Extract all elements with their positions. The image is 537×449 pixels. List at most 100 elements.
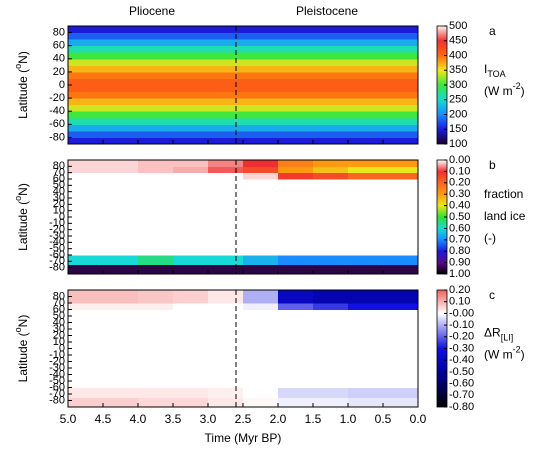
x-tick-label: 1.5 [305, 412, 322, 426]
heatmap-cell [173, 296, 209, 304]
heatmap-cell [208, 309, 244, 388]
heatmap-cell [138, 172, 174, 180]
x-tick-label: 2.0 [270, 412, 287, 426]
y-axis-label: Latitude (oN) [13, 315, 30, 383]
colorbar-label-part: I [484, 62, 487, 76]
heatmap-cell [348, 160, 384, 167]
colorbar-label-part: (W m [484, 84, 513, 98]
heatmap-cell [68, 255, 104, 265]
heatmap-cell [68, 52, 419, 60]
y-tick-label: 10 [53, 336, 65, 348]
heatmap-cell [173, 255, 209, 265]
colorbar-tick-label: 150 [449, 123, 467, 135]
heatmap-cell [173, 179, 209, 256]
heatmap-cell [138, 296, 174, 304]
colorbar-label: (W m-2) [484, 345, 525, 362]
heatmap-cell [243, 160, 279, 167]
heatmap-cell [173, 166, 209, 174]
heatmap-cell [243, 387, 279, 398]
y-tick-label: -40 [49, 368, 65, 380]
era-label: Pleistocene [296, 4, 358, 18]
colorbar-tick-label: 0.60 [449, 222, 470, 234]
x-tick-label: 3.5 [165, 412, 182, 426]
heatmap-cell [348, 255, 384, 265]
era-label: Pliocene [129, 4, 175, 18]
heatmap-cell [173, 172, 209, 180]
y-tick-label: -70 [49, 388, 65, 400]
colorbar-tick-label: -0.30 [449, 342, 474, 354]
heatmap-cell [68, 387, 104, 398]
y-tick-label: -10 [49, 349, 65, 361]
y-tick-label: -50 [49, 243, 65, 255]
x-tick-label: 4.0 [130, 412, 147, 426]
heatmap-cell [348, 179, 384, 256]
heatmap-cell [208, 303, 244, 310]
x-tick-label: 5.0 [60, 412, 77, 426]
heatmap-cell [103, 303, 139, 310]
heatmap-cell [313, 303, 349, 310]
heatmap-cell [68, 32, 419, 40]
heatmap-cell [68, 45, 419, 53]
colorbar-tick-label: 0.20 [449, 284, 470, 296]
y-tick-label: 40 [53, 186, 65, 198]
colorbar-tick-label: 0.50 [449, 211, 470, 223]
heatmap-cell [348, 397, 384, 408]
heatmap-cell [68, 179, 104, 256]
heatmap-cell [138, 387, 174, 398]
y-tick-label: 0 [59, 211, 65, 223]
heatmap-cell [383, 387, 419, 398]
heatmap-cell [313, 160, 349, 167]
heatmap-cell [383, 290, 419, 297]
colorbar-label-part: (W m [484, 348, 513, 362]
y-tick-label: -40 [49, 236, 65, 248]
heatmap-cell [243, 166, 279, 174]
heatmap-cell [68, 78, 419, 86]
colorbar-tick-label: 1.00 [449, 268, 470, 280]
heatmap-cell [103, 166, 139, 174]
y-tick-label: 80 [53, 160, 65, 172]
heatmap-cell [103, 179, 139, 256]
y-axis-label: Latitude (oN) [13, 183, 30, 251]
heatmap-cell [138, 264, 174, 275]
y-tick-label: -30 [49, 230, 65, 242]
heatmap-cell [383, 179, 419, 256]
y-tick-label: 20 [53, 66, 65, 78]
colorbar-tick-label: 0.00 [449, 154, 470, 166]
y-tick-label: 30 [53, 192, 65, 204]
panel-letter: a [489, 24, 496, 38]
heatmap-cell [313, 309, 349, 388]
heatmap-cell [173, 397, 209, 408]
colorbar-tick-label: 0.10 [449, 165, 470, 177]
colorbar-tick-label: 500 [449, 20, 467, 32]
heatmap-cell [68, 124, 419, 132]
heatmap-cell [68, 290, 104, 297]
x-axis-label: Time (Myr BP) [205, 431, 282, 445]
heatmap-cell [348, 303, 384, 310]
y-tick-label: 60 [53, 303, 65, 315]
heatmap-cell [68, 111, 419, 119]
heatmap-cell [383, 303, 419, 310]
panel-letter: c [489, 288, 495, 302]
heatmap-cell [313, 397, 349, 408]
heatmap-cell [173, 309, 209, 388]
colorbar-tick-label: -0.80 [449, 401, 474, 413]
heatmap-cell [278, 309, 314, 388]
heatmap-cell [68, 172, 104, 180]
colorbar-tick-label: 350 [449, 64, 467, 76]
heatmap-cell [103, 255, 139, 265]
heatmap-cell [278, 290, 314, 297]
heatmap-cell [243, 179, 279, 256]
heatmap-cell [103, 172, 139, 180]
y-tick-label: 60 [53, 40, 65, 52]
y-tick-label: -60 [49, 118, 65, 130]
heatmap-cell [68, 91, 419, 99]
y-tick-label: 10 [53, 205, 65, 217]
heatmap-cell [313, 296, 349, 304]
heatmap-cell [103, 309, 139, 388]
colorbar-tick-label: 400 [449, 49, 467, 61]
y-tick-label: 20 [53, 198, 65, 210]
colorbar-label: fraction [484, 187, 523, 201]
colorbar-label: (W m-2) [484, 81, 525, 98]
y-tick-label: 0 [59, 342, 65, 354]
heatmap-cell [278, 172, 314, 180]
